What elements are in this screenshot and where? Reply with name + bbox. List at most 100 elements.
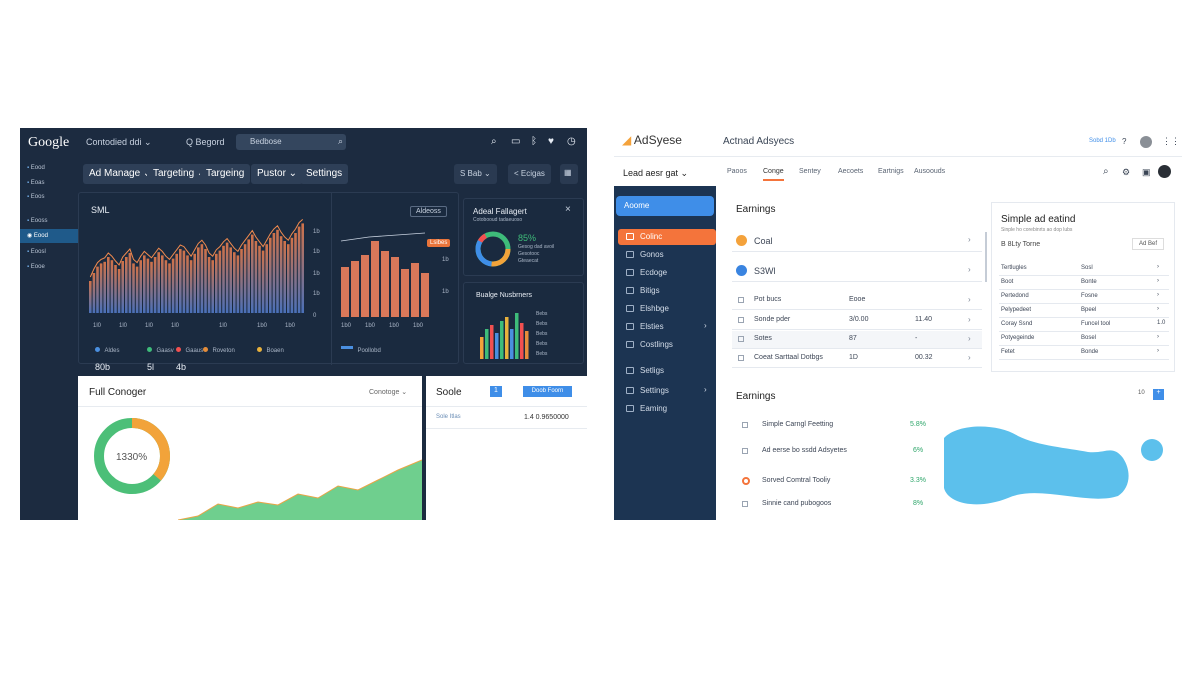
account-select[interactable]: Lead aesr gat ⌄ — [623, 168, 689, 178]
earnings-row[interactable]: Coeat Sarttaal Dotbgs 1D 00.32 › — [732, 350, 982, 368]
search-icon[interactable]: ⌕ — [491, 136, 497, 147]
profile-icon[interactable] — [1158, 165, 1171, 178]
sidebar-item[interactable]: Gonos — [618, 247, 716, 263]
sidebar-item[interactable]: ▪ Eooss — [27, 218, 48, 224]
page-number[interactable]: 1 — [490, 386, 502, 397]
side-card-row[interactable]: Potyegeinde Bosel › — [999, 332, 1169, 346]
main-bar — [258, 245, 261, 313]
blob-dot — [1141, 439, 1163, 461]
side-card-row[interactable]: Pelypedeet Bpeel › — [999, 304, 1169, 318]
tab-eartnigs[interactable]: Eartnigs — [878, 168, 904, 175]
main-bar — [92, 273, 96, 313]
main-bar — [200, 244, 204, 313]
pager[interactable]: 10 — [1138, 390, 1145, 396]
x-tick: 1b0 — [285, 323, 296, 329]
search-icon[interactable]: ⌕ — [1103, 166, 1109, 177]
sidebar-item[interactable]: Setligs — [618, 363, 716, 379]
earnings2-row[interactable]: Sorved Comtral Tooliy 3.3% — [732, 474, 932, 492]
mid-legend: Poollobd — [341, 339, 381, 357]
tab-paoos[interactable]: Paoos — [727, 168, 747, 175]
scrollbar[interactable] — [985, 232, 987, 282]
avatar[interactable] — [1140, 136, 1152, 148]
y-tick: 1b — [313, 249, 320, 255]
tab-ad-manage[interactable]: Ad Manage ⌄ — [83, 164, 158, 184]
side-card-row[interactable]: Boot Bonte › — [999, 276, 1169, 290]
aldeoss-button[interactable]: Aldeoss — [410, 206, 447, 217]
clock-icon[interactable]: ◷ — [567, 136, 576, 147]
blob-area-chart — [944, 426, 1163, 505]
window-icon[interactable]: ▭ — [511, 136, 521, 147]
sidebar-item[interactable]: Ecdoge — [618, 265, 716, 281]
earnings-item[interactable]: S3Wl › — [732, 260, 982, 282]
tab-ausoouds[interactable]: Ausoouds — [914, 168, 946, 175]
bar-label: Bebs — [536, 351, 548, 357]
add-icon[interactable]: + — [1153, 389, 1164, 400]
mid-bar — [361, 255, 369, 317]
top-bar: Google Contodied ddi ⌄ Q Begord Bedbose … — [20, 128, 587, 158]
ad-bef-button[interactable]: Ad Bef — [1132, 238, 1165, 250]
side-row-label: Fetet — [1001, 349, 1015, 355]
sidebar-item[interactable]: Bitigs — [618, 283, 716, 299]
earnings2-row[interactable]: Ad eerse bo ssdd Adsyetes 6% — [732, 444, 932, 462]
bird-icon[interactable]: ♥ — [548, 136, 554, 147]
side-card-row[interactable]: Tertlugles Sosl › — [999, 262, 1169, 276]
area-fill — [178, 460, 422, 520]
tab-targeting[interactable]: Targeting ⌄ — [147, 164, 212, 184]
tab-settings[interactable]: Settings — [300, 164, 349, 184]
sidebar-item-home[interactable]: Aoome — [616, 196, 714, 216]
sidebar-item[interactable]: ▪ Eoas — [27, 180, 45, 186]
sidebar-item[interactable]: Elsties › — [618, 319, 716, 335]
settings-icon[interactable]: ⚙ — [1122, 167, 1131, 177]
close-icon[interactable]: × — [565, 204, 571, 215]
main-bar — [254, 241, 258, 313]
top-right-link[interactable]: Sobd 1Db — [1089, 138, 1116, 144]
lock-icon[interactable]: ▣ — [1142, 167, 1151, 177]
sidebar-item[interactable]: Costlings — [618, 337, 716, 353]
earnings-row[interactable]: Sotes 87- › — [732, 331, 982, 349]
doob-foorn-button[interactable]: Doob Foorn — [523, 386, 572, 397]
search-icon[interactable]: ⌕ — [338, 136, 344, 146]
sidebar-item[interactable]: Settings › — [618, 383, 716, 399]
search-input[interactable]: Bedbose — [236, 134, 346, 150]
small-bar — [485, 329, 489, 359]
earnings2-row[interactable]: Simple Carngl Feetting 5.8% — [732, 418, 932, 436]
sidebar-item-active[interactable]: Colinc — [618, 229, 716, 245]
sidebar-item[interactable]: ▪ Eoosl — [27, 249, 46, 255]
account-selector[interactable]: Contodied ddi ⌄ — [86, 137, 152, 147]
grid-icon[interactable]: ▦ — [560, 164, 578, 184]
tab-conge[interactable]: Conge — [763, 168, 784, 181]
conotoge-dropdown[interactable]: Conotoge ⌄ — [369, 389, 408, 396]
tab-pustor[interactable]: Pustor ⌄ — [251, 164, 304, 184]
help-icon[interactable]: ? — [1122, 137, 1127, 146]
row-value: 1.4 0.9650000 — [524, 414, 569, 421]
sidebar-item[interactable]: Eaming — [618, 401, 716, 417]
main-bar — [186, 255, 189, 313]
main-bar — [197, 247, 200, 313]
tab-aecoets[interactable]: Aecoets — [838, 168, 864, 175]
sidebar-item[interactable]: ▪ Eooe — [27, 264, 45, 270]
sidebar-item[interactable]: ▪ Eood — [27, 165, 45, 171]
sidebar-item[interactable]: ▪ Eoos — [27, 194, 45, 200]
side-card-row[interactable]: Coray Ssnd Funcel tool 1.0 — [999, 318, 1169, 332]
earnings-row[interactable]: Pot bucs Eooe › — [732, 292, 982, 310]
filter-button[interactable]: S Bab ⌄ — [454, 164, 497, 184]
earnings-item[interactable]: Coal › — [732, 230, 982, 252]
main-bar — [114, 265, 117, 313]
earnings2-row[interactable]: Sinnie cand pubogoos 8% — [732, 497, 932, 515]
main-bar — [222, 245, 225, 313]
tab-targeing[interactable]: Targeing — [200, 164, 251, 184]
side-card-row[interactable]: Pertedond Fosne › — [999, 290, 1169, 304]
main-bar — [99, 263, 103, 313]
earnings-row[interactable]: Sonde pder 3/0.00 11.40 › — [732, 312, 982, 330]
small-bar — [500, 321, 504, 359]
edges-button[interactable]: < Ecigas — [508, 164, 551, 184]
tab-sentey[interactable]: Sentey — [799, 168, 821, 175]
side-card-row[interactable]: Fetet Bonde › — [999, 346, 1169, 360]
grid-menu-icon[interactable]: ⋮⋮ — [1162, 136, 1180, 146]
bluetooth-icon[interactable]: ᛒ — [531, 136, 537, 147]
sidebar-item[interactable]: Elshbge — [618, 301, 716, 317]
sidebar-item-active[interactable]: ◉ Eood — [20, 229, 78, 243]
search-label: Q Begord — [186, 137, 225, 147]
main-bar — [265, 244, 268, 313]
mid-bar — [391, 257, 399, 317]
